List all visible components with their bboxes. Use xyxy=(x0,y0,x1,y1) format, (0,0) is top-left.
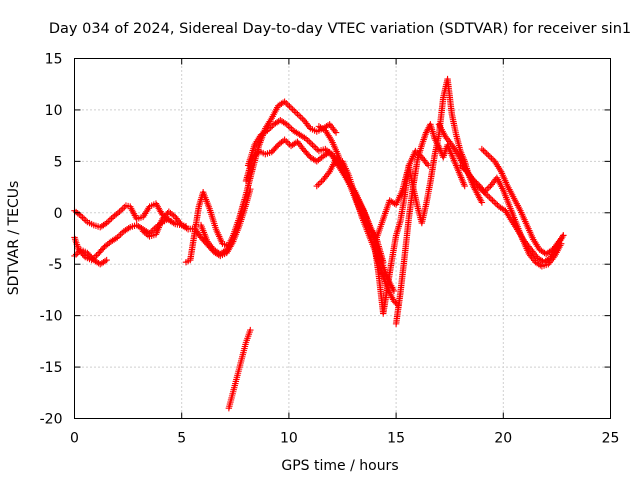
data-point-fill xyxy=(286,124,294,131)
y-axis: 15 10 5 0 -5 -10 -15 -20 xyxy=(40,52,611,428)
data-point-fill xyxy=(292,109,300,116)
data-point xyxy=(103,256,110,264)
plot-frame xyxy=(74,58,611,419)
series-sat-g xyxy=(242,136,398,295)
data-point-fill xyxy=(483,150,490,157)
series-sat-p xyxy=(315,123,432,241)
data-point-fill xyxy=(79,214,86,221)
data-point-fill xyxy=(487,195,495,203)
x-tick-label: 20 xyxy=(494,431,512,447)
data-point xyxy=(313,182,320,190)
data-point-fill xyxy=(117,231,124,238)
x-tick-label: 0 xyxy=(70,431,79,447)
data-point-fill xyxy=(310,143,318,150)
data-point-fill xyxy=(295,112,303,119)
data-point xyxy=(489,197,496,204)
data-point-fill xyxy=(299,115,306,122)
data-point-fill xyxy=(289,106,296,113)
data-point xyxy=(309,141,316,149)
y-tick-label: 10 xyxy=(45,103,63,119)
data-point xyxy=(461,182,468,190)
data-point-fill xyxy=(485,184,493,191)
y-tick-label: -20 xyxy=(40,412,63,428)
x-tick-label: 10 xyxy=(280,431,298,447)
data-point xyxy=(560,232,567,239)
data-point-fill xyxy=(80,252,88,259)
data-point xyxy=(485,151,492,159)
data-point-fill xyxy=(316,179,324,187)
data-point-fill xyxy=(490,198,498,206)
data-point-fill xyxy=(480,147,487,154)
series-sat-i xyxy=(371,75,486,317)
series-sat-j xyxy=(392,121,468,328)
data-point-fill xyxy=(273,143,281,150)
data-point xyxy=(287,104,295,112)
y-tick-label: 15 xyxy=(45,52,63,68)
data-point-fill xyxy=(307,140,315,147)
data-point xyxy=(165,215,173,223)
data-point-fill xyxy=(106,216,114,224)
data-point xyxy=(478,145,486,153)
data-point-fill xyxy=(100,244,107,252)
series-sat-m xyxy=(478,145,567,258)
data-point-fill xyxy=(318,178,325,185)
data-point-fill xyxy=(121,203,128,211)
series-sat-n xyxy=(225,326,254,412)
data-point-fill xyxy=(315,181,322,188)
data-point-fill xyxy=(486,153,494,160)
series-sat-f xyxy=(244,117,387,266)
data-point xyxy=(478,199,486,206)
data-point xyxy=(294,110,301,118)
data-point-fill xyxy=(488,155,495,162)
data-point-fill xyxy=(481,148,489,156)
data-point-fill xyxy=(108,215,115,222)
data-point-fill xyxy=(286,103,293,110)
series-sat-k xyxy=(435,121,565,270)
y-tick-label: 0 xyxy=(54,206,63,222)
data-point-fill xyxy=(283,100,290,107)
x-axis: 0 5 10 15 20 25 xyxy=(70,58,620,447)
data-point xyxy=(247,326,254,334)
x-axis-label: GPS time / hours xyxy=(281,458,398,474)
y-axis-label: SDTVAR / TECUs xyxy=(6,181,22,296)
series-sat-o xyxy=(182,189,233,266)
data-point-fill xyxy=(291,107,298,115)
plot-area xyxy=(71,75,567,412)
x-tick-label: 15 xyxy=(387,431,405,447)
data-point xyxy=(390,287,398,295)
y-tick-label: -15 xyxy=(40,360,63,376)
data-point xyxy=(425,162,432,169)
chart-title: Day 034 of 2024, Sidereal Day-to-day VTE… xyxy=(49,21,631,37)
y-tick-label: 5 xyxy=(54,154,63,170)
data-point-fill xyxy=(297,113,304,121)
data-point xyxy=(390,298,398,305)
x-tick-label: 5 xyxy=(177,431,186,447)
x-tick-label: 25 xyxy=(602,431,620,447)
grid xyxy=(74,58,611,419)
series-sat-c xyxy=(71,246,110,268)
y-tick-label: -10 xyxy=(40,309,63,325)
data-point xyxy=(332,129,340,136)
data-point xyxy=(225,242,233,249)
data-point-fill xyxy=(492,200,499,207)
data-point-fill xyxy=(306,138,313,146)
data-point-fill xyxy=(80,215,88,223)
data-point-fill xyxy=(559,233,566,241)
y-tick-label: -5 xyxy=(49,257,63,273)
data-point-fill xyxy=(314,146,321,153)
data-point-fill xyxy=(486,194,493,201)
